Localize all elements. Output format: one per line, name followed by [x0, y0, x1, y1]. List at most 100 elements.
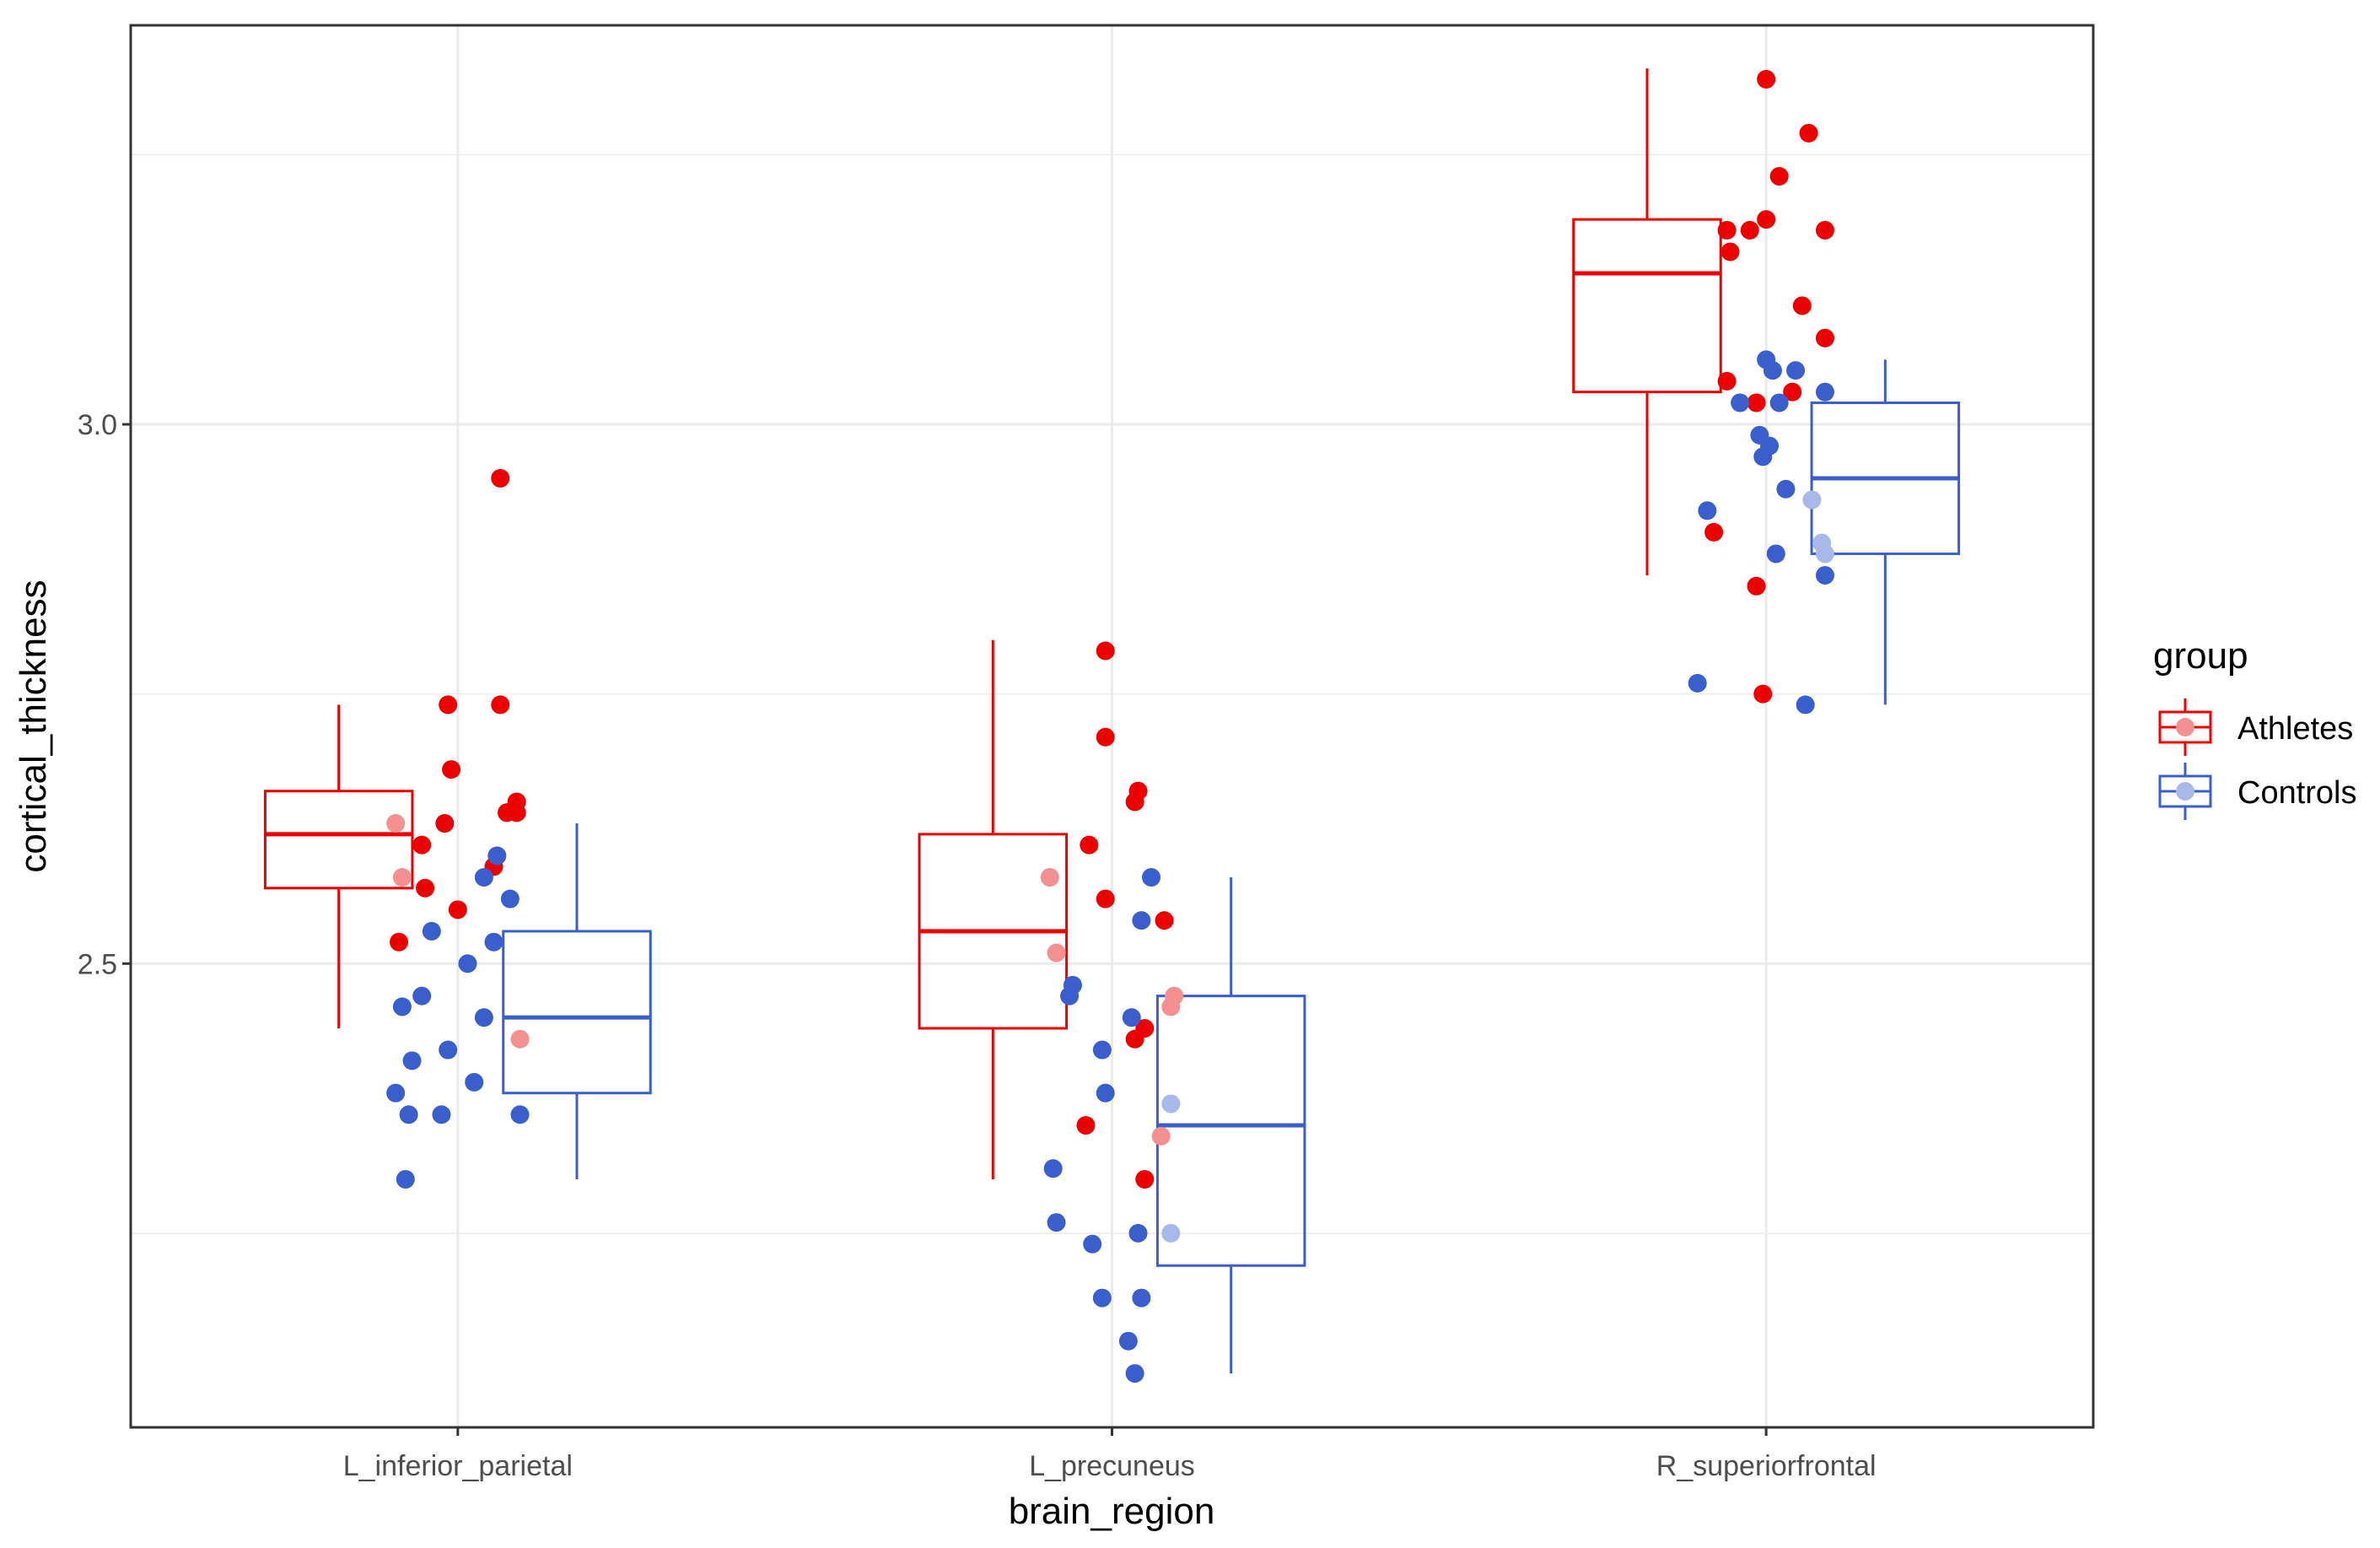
- point-athletes: [1096, 889, 1115, 909]
- point-controls: [1122, 1008, 1141, 1028]
- point-athletes: [1096, 727, 1115, 747]
- point-controls: [402, 1051, 422, 1071]
- point-athletes: [1747, 576, 1766, 596]
- point-athletes: [1076, 1116, 1096, 1135]
- point-athletes: [1815, 328, 1834, 348]
- point-controls: [1063, 975, 1082, 995]
- point-controls: [1760, 436, 1780, 456]
- point-athletes: [1769, 166, 1789, 186]
- point-athletes: [1720, 242, 1740, 262]
- legend-label-controls: Controls: [2237, 775, 2357, 811]
- point-athletes: [1135, 1169, 1155, 1189]
- point-athletes: [1135, 1018, 1155, 1038]
- point-controls: [1815, 382, 1834, 402]
- point-controls: [1047, 1213, 1066, 1232]
- point-controls: [1766, 544, 1785, 564]
- box-iqr: [502, 930, 652, 1095]
- point-controls: [1786, 361, 1806, 380]
- point-controls: [1083, 1234, 1102, 1254]
- legend: group Athletes Controls: [2153, 635, 2357, 820]
- point-athletes: [1783, 382, 1802, 402]
- point-controls: [1763, 361, 1782, 380]
- point-controls: [396, 1169, 415, 1189]
- y-tick-label: 3.0: [78, 409, 117, 441]
- x-axis-title: brain_region: [1009, 1491, 1215, 1532]
- box-iqr: [263, 790, 414, 890]
- grid-lines: [131, 25, 2093, 1427]
- point-controls: [465, 1072, 484, 1092]
- point-controls: [1142, 867, 1161, 887]
- point-controls: [412, 986, 432, 1006]
- point-controls: [1731, 393, 1750, 413]
- box-iqr: [1155, 995, 1306, 1267]
- point-controls: [474, 867, 493, 887]
- box-athletes-r-superiorfrontal: [1572, 68, 1722, 576]
- point-athletes: [1128, 781, 1148, 801]
- jitter-points: [386, 69, 1834, 1383]
- point-controls: [484, 932, 503, 952]
- point-controls: [399, 1105, 418, 1125]
- point-athletes: [507, 803, 526, 823]
- point-controls: [1096, 1083, 1115, 1103]
- x-tick-label-r-superiorfrontal: R_superiorfrontal: [1656, 1450, 1877, 1482]
- point-athletes: [1717, 371, 1737, 391]
- point-athletes: [1740, 220, 1759, 240]
- point-athletes: [1757, 210, 1776, 229]
- point-athletes: [1792, 296, 1812, 316]
- point-controls: [1128, 1223, 1148, 1243]
- point-athletes: [416, 878, 435, 898]
- point-controls: [432, 1105, 451, 1125]
- point-athletes: [1155, 911, 1174, 930]
- point-athletes: [1753, 684, 1773, 704]
- point-athletes: [1096, 641, 1115, 661]
- box-athletes-l-precuneus: [918, 639, 1069, 1179]
- legend-title: group: [2153, 635, 2248, 677]
- legend-key-point: [2176, 782, 2194, 801]
- point-controls: [1132, 911, 1151, 930]
- point-controls: [500, 889, 520, 909]
- box-controls-l-inferior-parietal: [502, 823, 652, 1179]
- point-controls: [1776, 479, 1796, 499]
- point-athletes: [392, 867, 412, 887]
- point-controls: [1092, 1288, 1112, 1308]
- point-controls: [1043, 1159, 1063, 1179]
- point-controls: [510, 1105, 530, 1125]
- point-athletes: [439, 695, 458, 715]
- point-controls: [422, 921, 441, 941]
- x-tick-label-l-inferior-parietal: L_inferior_parietal: [343, 1450, 573, 1482]
- point-athletes: [412, 835, 432, 855]
- legend-key-point: [2176, 718, 2194, 736]
- point-controls: [1815, 544, 1834, 564]
- point-controls: [1132, 1288, 1151, 1308]
- point-controls: [1118, 1331, 1138, 1351]
- legend-label-athletes: Athletes: [2237, 711, 2353, 747]
- point-controls: [1125, 1364, 1144, 1383]
- point-athletes: [1747, 393, 1766, 413]
- point-athletes: [1799, 123, 1818, 143]
- point-athletes: [1040, 867, 1059, 887]
- point-controls: [458, 954, 477, 974]
- boxplots: [263, 68, 1961, 1374]
- point-athletes: [1165, 986, 1184, 1006]
- box-iqr: [1572, 218, 1722, 394]
- point-athletes: [1815, 220, 1834, 240]
- point-controls: [1769, 393, 1789, 413]
- point-controls: [487, 846, 507, 866]
- point-athletes: [1757, 69, 1776, 89]
- point-athletes: [1080, 835, 1099, 855]
- point-controls: [1688, 673, 1707, 693]
- y-axis-title: cortical_thickness: [13, 580, 54, 872]
- point-athletes: [1704, 522, 1724, 542]
- point-controls: [439, 1040, 458, 1060]
- point-controls: [1698, 501, 1717, 520]
- legend-item-controls: Controls: [2158, 763, 2357, 820]
- point-athletes: [1047, 943, 1066, 963]
- point-controls: [1161, 1223, 1181, 1243]
- point-athletes: [510, 1029, 530, 1049]
- x-tick-label-l-precuneus: L_precuneus: [1029, 1450, 1195, 1482]
- point-controls: [1802, 490, 1822, 510]
- point-athletes: [390, 932, 409, 952]
- box-controls-r-superiorfrontal: [1810, 359, 1961, 705]
